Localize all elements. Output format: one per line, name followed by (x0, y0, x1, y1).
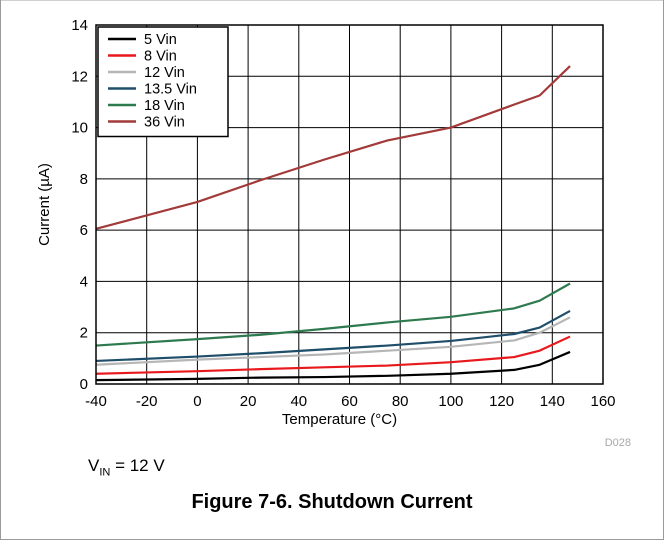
x-tick-label: -20 (136, 393, 158, 410)
y-tick-label: 12 (71, 68, 88, 85)
x-tick-label: 80 (392, 393, 409, 410)
y-tick-label: 6 (80, 222, 88, 239)
y-tick-label: 8 (80, 171, 88, 188)
condition-prefix: V (88, 456, 100, 475)
plot-area-border (95, 24, 604, 385)
series-line (95, 282, 571, 347)
y-tick-label: 4 (80, 273, 88, 290)
tick-labels: -40 -20 0 20 40 60 80 100 120 140 160 0 2 4 6 8 10 12 14 (71, 17, 615, 410)
legend-box (97, 26, 229, 138)
test-condition: VIN = 12 V (88, 456, 165, 478)
x-tick-label: 40 (290, 393, 307, 410)
series-line (95, 65, 571, 230)
figure-caption: Figure 7-6. Shutdown Current (191, 491, 473, 513)
x-axis-label: Temperature (°C) (282, 411, 397, 428)
legend-entry: 5 Vin (144, 32, 177, 48)
figure-code: D028 (605, 437, 631, 449)
condition-value: = 12 V (110, 456, 165, 475)
legend-entry: 36 Vin (144, 115, 185, 131)
x-tick-label: 0 (193, 393, 201, 410)
x-tick-label: 160 (590, 393, 615, 410)
frame-top-border (0, 0, 664, 1)
legend-entry: 12 Vin (144, 65, 185, 81)
series-line (95, 309, 571, 363)
condition-subscript: IN (99, 466, 111, 479)
legend-entry: 13.5 Vin (144, 82, 197, 98)
x-tick-label: 100 (438, 393, 463, 410)
y-tick-label: 10 (71, 120, 88, 137)
x-tick-label: 140 (540, 393, 565, 410)
y-axis-label: Current (µA) (36, 163, 53, 246)
series-line (95, 350, 571, 382)
x-tick-label: 20 (240, 393, 257, 410)
x-tick-label: 60 (341, 393, 358, 410)
x-tick-label: -40 (85, 393, 107, 410)
legend-entry: 8 Vin (144, 49, 177, 65)
y-tick-label: 14 (71, 17, 88, 34)
y-tick-label: 0 (80, 376, 88, 393)
legend-entry: 18 Vin (144, 98, 185, 114)
y-tick-label: 2 (80, 325, 88, 342)
series-line (95, 316, 571, 366)
series-lines (95, 65, 571, 382)
series-line (95, 335, 571, 375)
x-tick-label: 120 (489, 393, 514, 410)
